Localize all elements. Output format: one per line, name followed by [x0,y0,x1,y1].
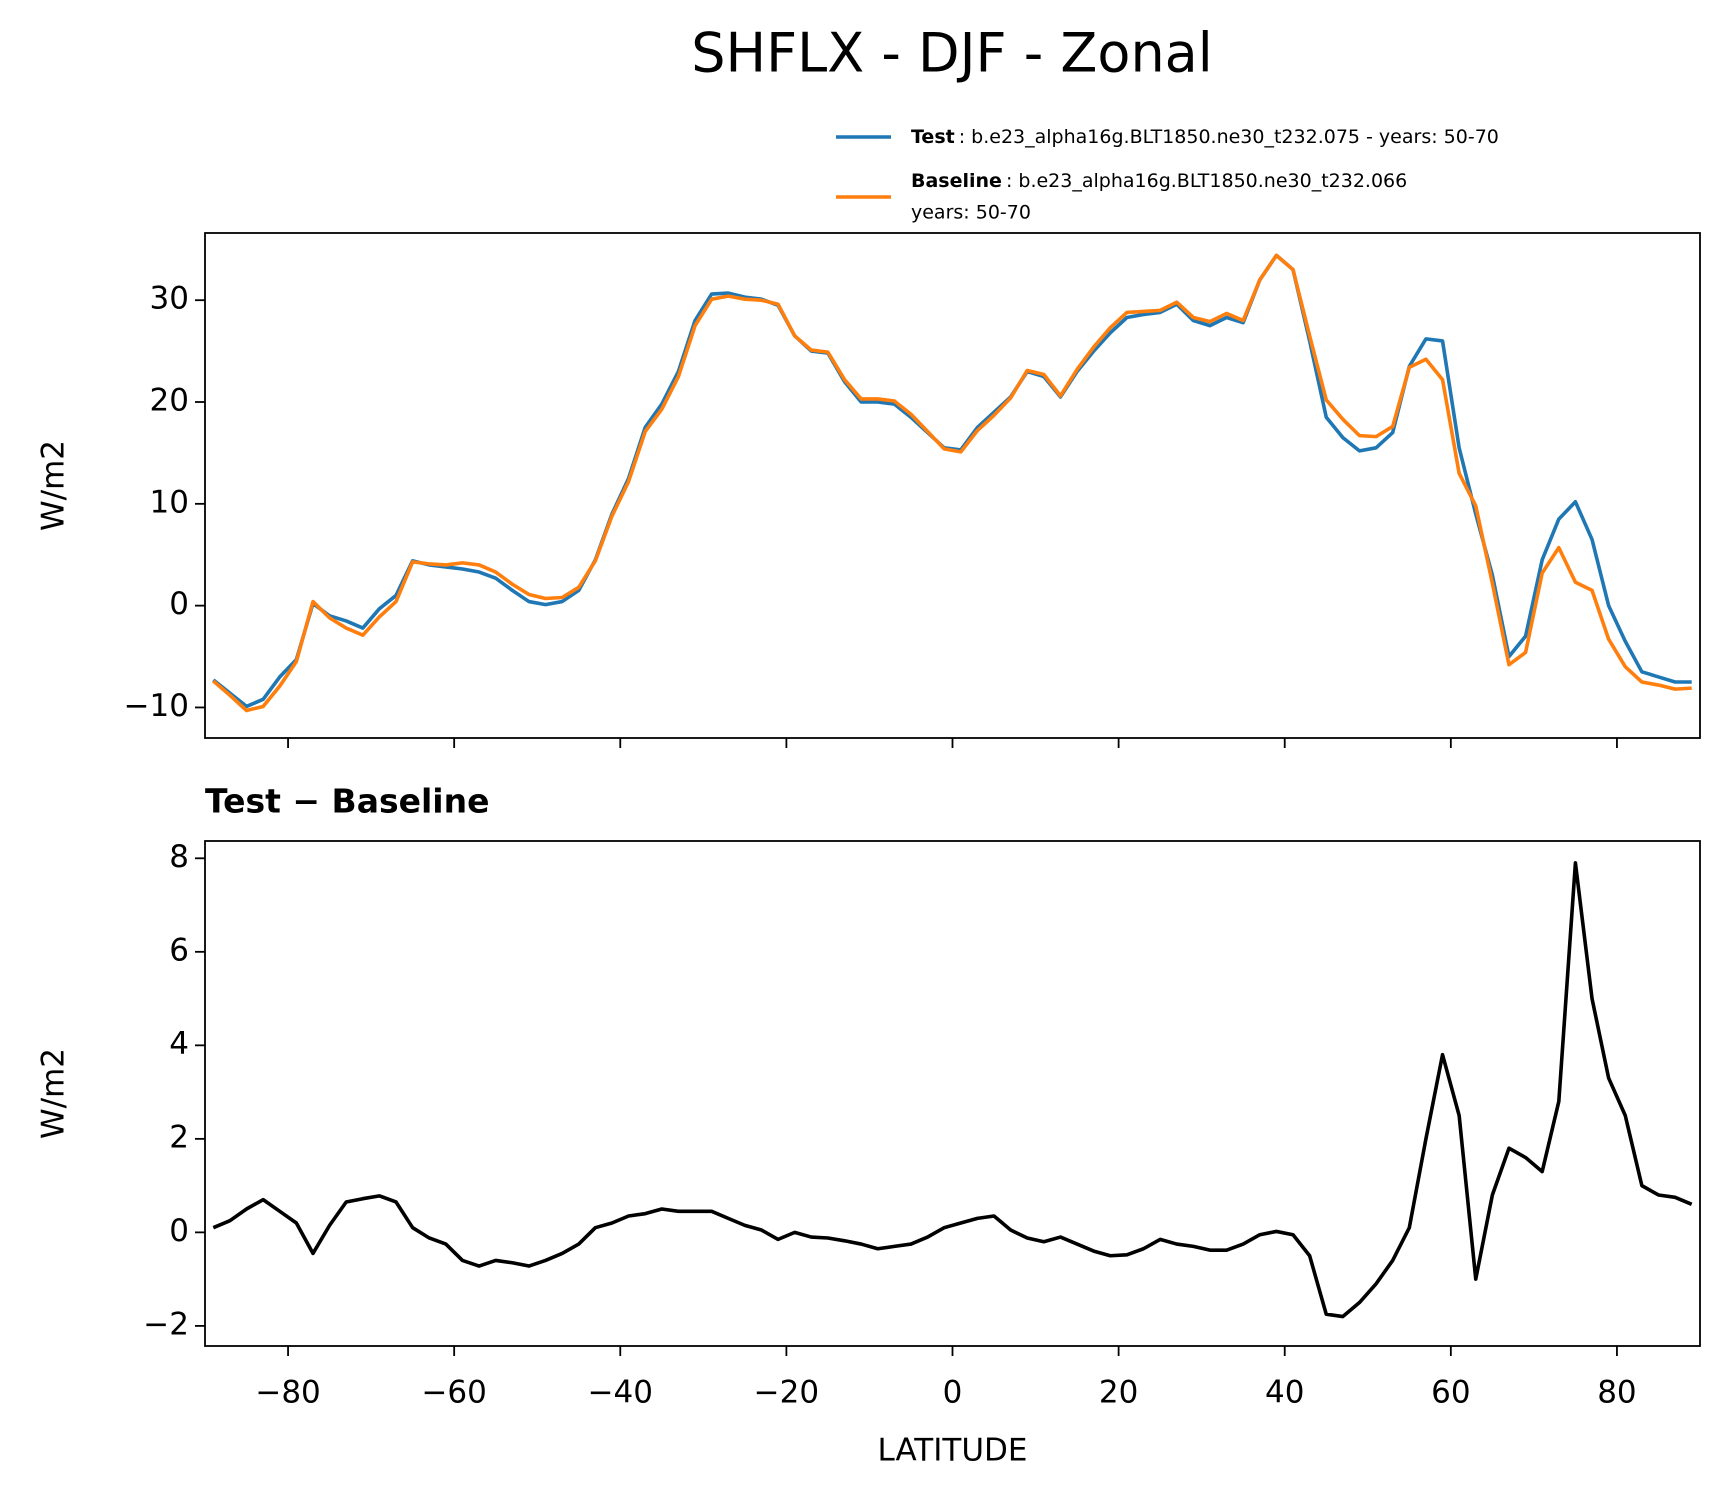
y-tick-label: 2 [169,1119,189,1155]
y-tick-label: 10 [150,484,189,520]
x-tick-label: −80 [255,1375,320,1411]
y-tick-label: −10 [124,688,189,724]
legend-name: Test [911,126,955,148]
y-axis-label: W/m2 [36,440,72,531]
legend-name: Baseline [911,170,1002,192]
data-line [212,253,1692,713]
x-axis-label: LATITUDE [878,1433,1028,1469]
legend-description: : b.e23_alpha16g.BLT1850.ne30_t232.075 -… [959,126,1499,148]
x-tick-label: 20 [1099,1375,1138,1411]
figure-title: SHFLX - DJF - Zonal [691,22,1213,85]
legend-entry: Test: b.e23_alpha16g.BLT1850.ne30_t232.0… [911,126,1499,148]
y-tick-label: 20 [150,383,189,419]
legend-description: years: 50-70 [911,202,1031,224]
y-tick-label: 30 [150,281,189,317]
y-tick-label: 6 [169,932,189,968]
x-tick-label: 0 [943,1375,963,1411]
legend-entry: Baseline: b.e23_alpha16g.BLT1850.ne30_t2… [911,170,1407,192]
y-tick-label: 0 [169,1213,189,1249]
x-tick-label: −60 [421,1375,486,1411]
y-tick-label: 8 [169,839,189,875]
axes-title: Test − Baseline [205,782,490,821]
y-axis-label: W/m2 [36,1048,72,1139]
x-tick-label: −40 [588,1375,653,1411]
y-tick-label: 0 [169,586,189,622]
x-tick-label: −20 [754,1375,819,1411]
y-tick-label: −2 [143,1306,189,1342]
x-tick-label: 40 [1265,1375,1304,1411]
data-line [212,861,1693,1319]
x-tick-label: 60 [1431,1375,1470,1411]
legend-description: : b.e23_alpha16g.BLT1850.ne30_t232.066 [1006,170,1407,192]
y-tick-label: 4 [169,1026,189,1062]
x-tick-label: 80 [1597,1375,1636,1411]
